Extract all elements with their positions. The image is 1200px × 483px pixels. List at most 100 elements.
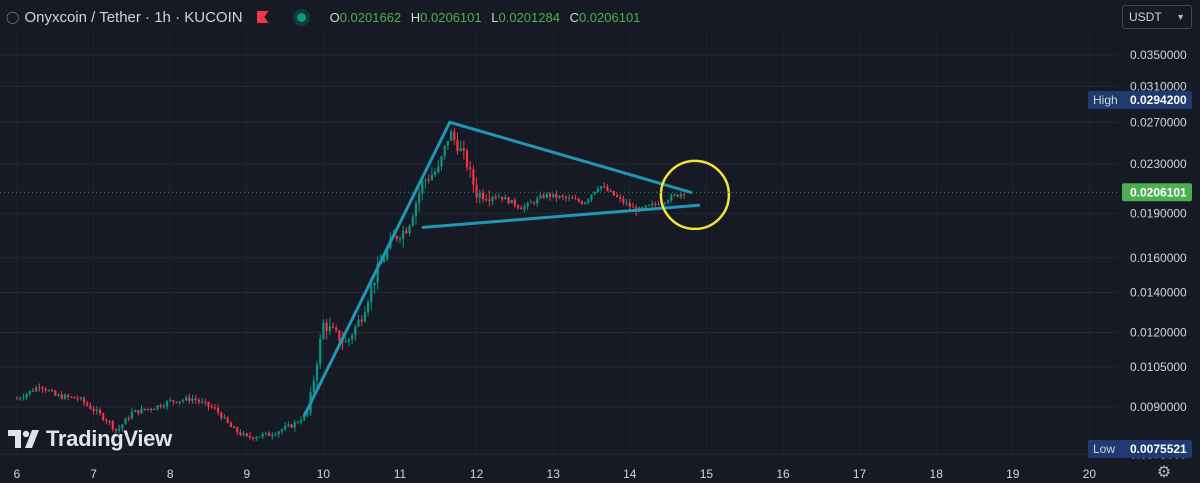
candle-body [456, 139, 459, 151]
candle-body [571, 197, 574, 199]
candle-body [625, 202, 628, 204]
candle [558, 195, 561, 200]
candle-body [577, 199, 580, 202]
candle [28, 390, 31, 396]
candle-body [532, 202, 536, 204]
candle [651, 200, 654, 209]
candle [242, 430, 245, 437]
chevron-down-icon: ▼ [1176, 12, 1185, 22]
candle [127, 415, 130, 422]
candle [357, 315, 360, 328]
candle [599, 185, 603, 192]
candle-body [564, 196, 568, 199]
candle-body [22, 397, 25, 399]
candle [271, 432, 274, 440]
chevron-icon[interactable]: ◯ [6, 10, 20, 24]
y-tick-label: 0.0140000 [1130, 285, 1187, 299]
candle-body [488, 199, 491, 201]
candle [296, 420, 299, 424]
candle-body [47, 390, 51, 392]
candle-body [411, 216, 414, 226]
candle [185, 395, 188, 402]
candle [124, 417, 127, 425]
candle [344, 336, 347, 343]
x-tick-label: 15 [700, 467, 714, 481]
candle-body [114, 429, 118, 431]
candle [548, 192, 552, 201]
candle [70, 396, 73, 398]
candle [255, 435, 258, 441]
y-tick-label: 0.0090000 [1130, 400, 1187, 414]
candle-body [133, 410, 137, 412]
flag-icon[interactable] [256, 11, 269, 23]
candle [430, 166, 434, 181]
last-price-badge [1122, 183, 1192, 202]
candle [239, 429, 242, 437]
candle [92, 405, 95, 415]
candle-body [169, 400, 172, 402]
candle [414, 200, 418, 225]
candle-body [593, 191, 596, 195]
candle [207, 401, 210, 411]
candle-body [338, 330, 341, 341]
candle [523, 203, 526, 213]
candle-body [545, 193, 548, 198]
candle-body [331, 326, 335, 328]
candle-body [491, 196, 494, 201]
candle [38, 383, 41, 392]
candle-body [437, 166, 440, 173]
lower-pennant-trendline [421, 203, 701, 229]
candle [108, 420, 111, 426]
candle [197, 397, 201, 405]
candle-body [127, 418, 130, 420]
candle-body [670, 195, 673, 201]
candle [504, 194, 507, 200]
candle-body [542, 195, 545, 198]
currency-label: USDT [1129, 10, 1162, 24]
gear-icon[interactable]: ⚙ [1156, 464, 1172, 481]
candle-body [469, 167, 472, 170]
x-tick-label: 18 [930, 467, 944, 481]
candle [376, 256, 379, 290]
candle-body [216, 407, 220, 413]
candle [63, 392, 66, 400]
open-label: O [329, 9, 340, 25]
high-marker-badge [1088, 91, 1192, 110]
candle [475, 177, 478, 203]
candle [322, 319, 325, 340]
candle [606, 184, 609, 192]
pattern-annotations[interactable] [302, 120, 731, 418]
candle [213, 404, 216, 411]
candle [315, 360, 319, 389]
currency-selector[interactable]: USDT ▼ [1122, 5, 1192, 29]
close-label: C [569, 9, 579, 25]
high-marker-value: 0.0294200 [1130, 93, 1187, 107]
y-tick-label: 0.0160000 [1130, 251, 1187, 265]
candle [663, 201, 667, 206]
candle-body [271, 435, 274, 437]
candle [539, 191, 542, 200]
y-tick-label: 0.0190000 [1130, 206, 1187, 220]
candle [284, 422, 287, 431]
candle [494, 193, 497, 200]
candle [354, 324, 357, 341]
candle-body [609, 190, 612, 192]
symbol-title[interactable]: Onyxcoin / Tether · 1h · KUCOIN [24, 8, 243, 26]
highlight-circle [659, 159, 731, 231]
candle-body [239, 432, 242, 435]
candle-body [376, 264, 379, 283]
candle [619, 194, 622, 203]
candle-body [86, 402, 89, 406]
candle [86, 400, 89, 407]
candle [587, 198, 590, 205]
candle [612, 190, 615, 197]
candle [571, 195, 574, 199]
candle [105, 418, 108, 425]
candle [456, 132, 459, 155]
candle-body [414, 203, 418, 217]
x-tick-label: 17 [853, 467, 867, 481]
candle [236, 426, 239, 435]
candle-body [149, 408, 153, 410]
candle-body [188, 397, 191, 401]
